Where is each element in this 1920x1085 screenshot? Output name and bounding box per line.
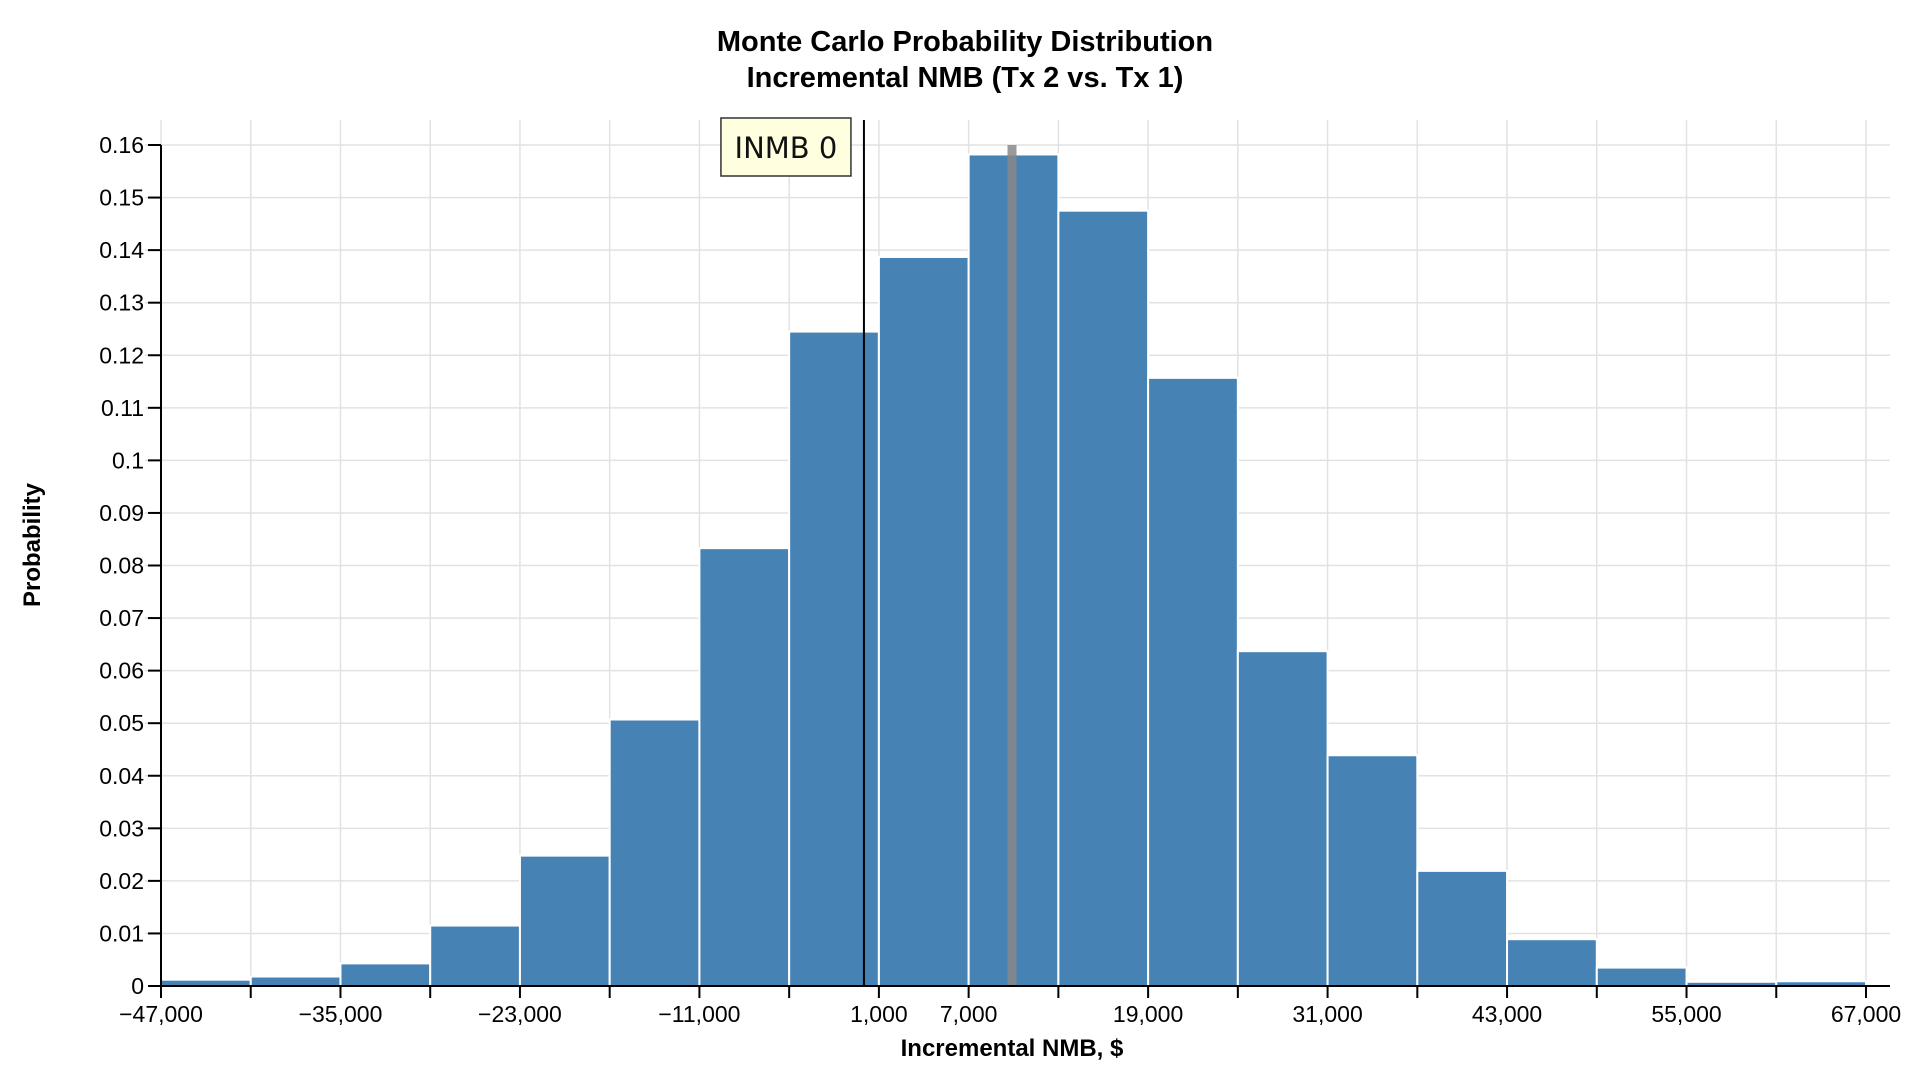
histogram-bar — [788, 330, 880, 987]
y-tick-label: 0.02 — [99, 868, 144, 894]
histogram-bar — [1506, 938, 1598, 987]
axes: 0 0.01 0.02 0.03 0.04 0.05 0.06 0.07 0.08 0.09 0.1… — [99, 132, 1901, 1027]
x-tick-label: 67,000 — [1831, 1001, 1901, 1027]
x-tick-label: −35,000 — [299, 1001, 383, 1027]
y-tick-label: 0.15 — [99, 185, 144, 211]
histogram-bar — [1057, 209, 1150, 987]
histogram-bar — [608, 718, 701, 987]
x-tick-label: 31,000 — [1292, 1001, 1362, 1027]
histogram-bar — [429, 924, 521, 987]
histogram-bar — [249, 975, 342, 988]
x-tick-label: 19,000 — [1113, 1001, 1183, 1027]
x-tick-label: −23,000 — [478, 1001, 562, 1027]
histogram-bar — [1147, 376, 1239, 987]
y-tick-label: 0.05 — [99, 710, 144, 736]
y-tick-label: 0.06 — [99, 658, 144, 684]
y-tick-label: 0.16 — [99, 132, 144, 158]
reference-lines: INMB 0 — [720, 117, 1017, 986]
y-tick-label: 0.08 — [99, 553, 144, 579]
histogram-bar — [1326, 754, 1419, 987]
annotation-box — [720, 117, 852, 177]
chart-subtitle: Incremental NMB (Tx 2 vs. Tx 1) — [747, 62, 1184, 94]
histogram-bar — [518, 854, 611, 988]
y-tick-label: 0.09 — [99, 500, 144, 526]
histogram-bar — [698, 547, 791, 987]
chart-title: Monte Carlo Probability Distribution — [717, 26, 1213, 58]
y-tick-label: 0.03 — [99, 815, 144, 841]
histogram-bar — [877, 255, 970, 987]
y-tick-label: 0.13 — [99, 290, 144, 316]
y-tick-label: 0.07 — [99, 605, 144, 631]
x-tick-label: 1,000 — [850, 1001, 908, 1027]
y-tick-label: 0.12 — [99, 342, 144, 368]
x-tick-label: 55,000 — [1651, 1001, 1721, 1027]
histogram-bar — [1595, 966, 1688, 988]
x-tick-label: −47,000 — [119, 1001, 203, 1027]
inmb-annotation: INMB 0 — [720, 117, 852, 177]
y-tick-label: 0.1 — [112, 447, 144, 473]
x-axis-label: Incremental NMB, $ — [901, 1035, 1124, 1062]
histogram-bar — [339, 962, 432, 988]
y-tick-label: 0.04 — [99, 763, 144, 789]
y-tick-label: 0.11 — [101, 395, 144, 421]
x-tick-label: 43,000 — [1472, 1001, 1542, 1027]
annotation-label: INMB 0 — [735, 131, 838, 165]
y-tick-label: 0.01 — [99, 920, 144, 946]
y-tick-label: 0.14 — [99, 237, 144, 263]
x-tick-label: −11,000 — [658, 1001, 740, 1027]
y-axis-label: Probability — [19, 482, 46, 607]
histogram-bar — [1416, 869, 1509, 987]
histogram-bar — [1236, 650, 1329, 987]
y-tick-label: 0 — [131, 973, 144, 999]
x-tick-label: 7,000 — [940, 1001, 998, 1027]
